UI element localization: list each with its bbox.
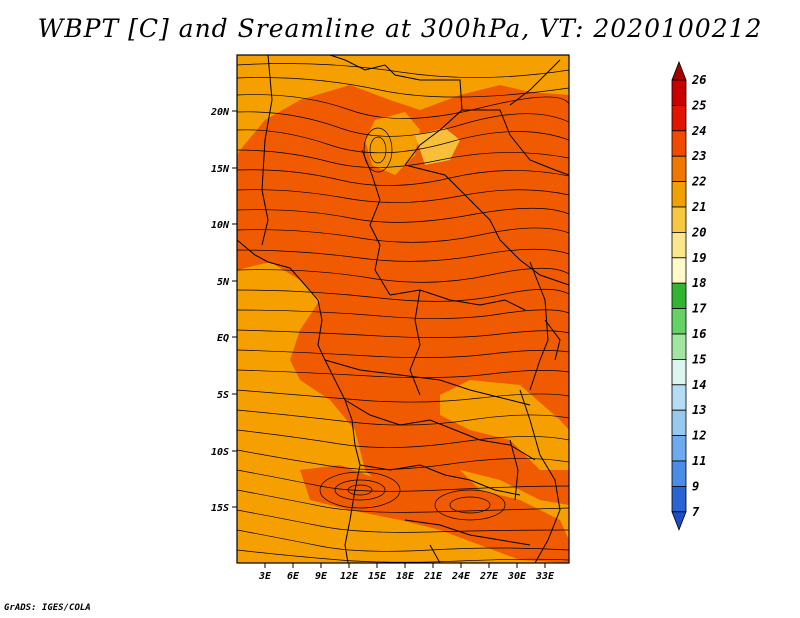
- colorbar-label: 20: [691, 225, 706, 239]
- lon-label-15e: 15E: [368, 571, 387, 582]
- colorbar-segment: [671, 460, 687, 487]
- colorbar-segment: [671, 206, 687, 233]
- lon-label-18e: 18E: [396, 571, 415, 582]
- colorbar-segment: [671, 130, 687, 157]
- colorbar-label: 11: [692, 454, 706, 468]
- colorbar-label: 12: [692, 429, 706, 443]
- colorbar-segment: [671, 435, 687, 462]
- lon-label-21e: 21E: [423, 571, 443, 582]
- colorbar-segment: [671, 333, 687, 360]
- colorbar-label: 24: [691, 124, 706, 138]
- lon-label-33e: 33E: [535, 571, 555, 582]
- colorbar-segment: [671, 105, 687, 132]
- lat-label-eq: EQ: [217, 333, 229, 344]
- colorbar-label: 18: [692, 276, 706, 290]
- lon-label-27e: 27E: [479, 571, 499, 582]
- wbpt-pale-patch: [415, 128, 460, 165]
- lat-label-10s: 10S: [211, 447, 229, 458]
- colorbar-segment: [671, 409, 687, 437]
- colorbar-segment: [671, 308, 687, 335]
- wbpt-23-zone-south: [300, 465, 569, 563]
- lon-label-9e: 9E: [315, 571, 328, 582]
- colorbar-label: 7: [692, 505, 700, 519]
- map-frame: [236, 54, 570, 564]
- colorbar-label: 26: [691, 73, 706, 87]
- lon-label-3e: 3E: [258, 571, 272, 582]
- colorbar-label: 17: [692, 302, 707, 316]
- colorbar-label: 15: [692, 352, 706, 366]
- colorbar-label: 25: [691, 98, 706, 112]
- colorbar-label: 21: [691, 200, 706, 214]
- colorbar-segment: [671, 257, 687, 284]
- lat-axis: 20N 15N 10N 5N EQ 5S 10S 15S: [210, 107, 237, 514]
- streamlines: [237, 63, 569, 563]
- lat-label-10n: 10N: [211, 220, 230, 231]
- colorbar-label: 13: [692, 403, 706, 417]
- lon-label-24e: 24E: [451, 571, 471, 582]
- colorbar-segment: [671, 282, 687, 310]
- lon-label-12e: 12E: [340, 571, 359, 582]
- colorbar-segment: [671, 181, 687, 208]
- lon-label-6e: 6E: [287, 571, 300, 582]
- map-title: WBPT [C] and Sreamline at 300hPa, VT: 20…: [37, 14, 763, 43]
- country-boundaries: [237, 55, 569, 563]
- colorbar-label: 9: [692, 479, 699, 493]
- colorbar-segment: [671, 231, 687, 259]
- wbpt-22-zone-north: [237, 55, 569, 155]
- lat-label-5n: 5N: [217, 277, 230, 288]
- colorbar-segment: [671, 485, 687, 513]
- colorbar-bottom-arrow: [671, 511, 687, 531]
- grads-credit: GrADS: IGES/COLA: [4, 603, 91, 613]
- lon-label-30e: 30E: [507, 571, 527, 582]
- colorbar-label: 19: [692, 251, 706, 265]
- colorbar-segment: [671, 79, 687, 106]
- wbpt-field: [237, 55, 569, 563]
- wbpt-22-zone-south: [440, 380, 569, 470]
- colorbar-label: 23: [691, 149, 706, 163]
- colorbar-label: 16: [692, 327, 706, 341]
- lat-label-15s: 15S: [211, 503, 229, 514]
- colorbar-segment: [671, 155, 687, 182]
- colorbar-segment: [671, 384, 687, 411]
- lat-label-15n: 15N: [211, 164, 230, 175]
- colorbar-label: 22: [691, 175, 706, 189]
- lat-label-5s: 5S: [217, 390, 229, 401]
- colorbar-top-arrow: [671, 60, 687, 81]
- colorbar: 26 25 24 23 22 21 20 19 18 17 16 15 14 13 12 11 9 7: [671, 60, 707, 531]
- colorbar-segment: [671, 358, 687, 386]
- lon-axis: 3E 6E 9E 12E 15E 18E 21E 24E 27E 30E 33E: [258, 563, 555, 582]
- colorbar-label: 14: [692, 378, 706, 392]
- lat-label-20n: 20N: [210, 107, 230, 118]
